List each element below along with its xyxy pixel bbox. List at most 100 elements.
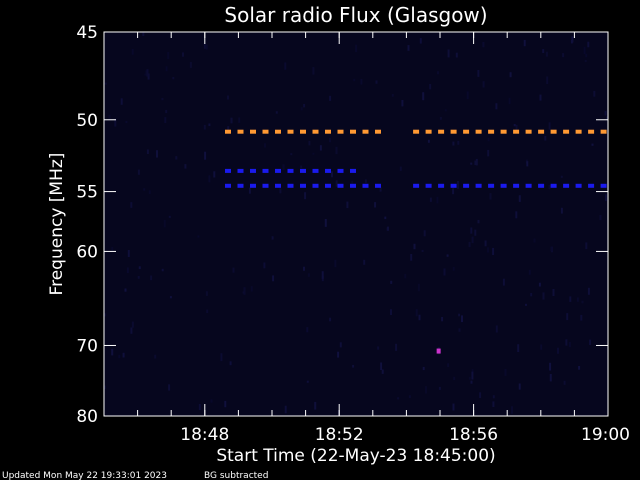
noise-speck bbox=[576, 297, 579, 302]
noise-speck bbox=[401, 100, 404, 107]
noise-speck bbox=[284, 405, 287, 414]
noise-speck bbox=[425, 386, 427, 394]
y-tick-label: 60 bbox=[76, 242, 98, 262]
noise-speck bbox=[227, 126, 230, 133]
noise-speck bbox=[198, 404, 201, 411]
feature-dash bbox=[375, 129, 381, 134]
noise-speck bbox=[413, 243, 416, 250]
noise-speck bbox=[492, 401, 495, 407]
noise-speck bbox=[125, 121, 128, 124]
feature-dash bbox=[513, 129, 520, 134]
noise-speck bbox=[130, 202, 133, 208]
noise-speck bbox=[145, 70, 148, 76]
y-axis: 45 50 55 60 70 80 bbox=[76, 23, 608, 427]
noise-speck bbox=[126, 267, 129, 273]
feature-dash bbox=[287, 168, 294, 173]
noise-speck bbox=[189, 62, 192, 68]
feature-dash bbox=[275, 168, 281, 173]
noise-speck bbox=[229, 361, 232, 366]
noise-speck bbox=[471, 369, 474, 373]
feature-dash bbox=[250, 183, 256, 188]
noise-speck bbox=[466, 91, 469, 100]
noise-speck bbox=[232, 267, 235, 273]
noise-speck bbox=[562, 53, 565, 58]
noise-speck bbox=[544, 135, 547, 141]
feature-dash bbox=[287, 183, 294, 188]
noise-speck bbox=[584, 59, 587, 63]
noise-speck bbox=[390, 309, 392, 315]
feature-dash bbox=[300, 168, 306, 173]
noise-speck bbox=[468, 241, 471, 248]
feature-dash bbox=[300, 129, 306, 134]
feature-dash bbox=[488, 129, 495, 134]
noise-speck bbox=[120, 98, 123, 105]
noise-speck bbox=[437, 71, 439, 75]
noise-speck bbox=[470, 227, 473, 234]
noise-speck bbox=[542, 292, 545, 300]
noise-speck bbox=[290, 153, 293, 156]
noise-speck bbox=[329, 317, 332, 322]
noise-speck bbox=[114, 118, 117, 127]
noise-speck bbox=[250, 286, 253, 292]
noise-speck bbox=[230, 117, 233, 124]
feature-dash bbox=[300, 183, 306, 188]
feature-dash bbox=[475, 183, 482, 188]
noise-speck bbox=[156, 150, 158, 158]
noise-speck bbox=[334, 259, 337, 268]
noise-speck bbox=[303, 104, 306, 108]
noise-speck bbox=[423, 230, 426, 237]
noise-speck bbox=[154, 354, 157, 359]
feature-dash bbox=[225, 129, 231, 134]
noise-speck bbox=[422, 92, 425, 101]
noise-speck bbox=[148, 190, 151, 194]
noise-speck bbox=[548, 122, 551, 130]
y-tick-label: 80 bbox=[76, 407, 98, 427]
noise-speck bbox=[165, 109, 168, 114]
noise-speck bbox=[439, 117, 442, 120]
feature-dash bbox=[588, 129, 595, 134]
noise-speck bbox=[346, 201, 349, 209]
noise-speck bbox=[352, 364, 355, 368]
noise-speck bbox=[335, 146, 338, 155]
noise-speck bbox=[374, 202, 377, 208]
feature-dash bbox=[350, 183, 356, 188]
noise-speck bbox=[307, 273, 310, 277]
noise-speck bbox=[407, 45, 410, 51]
feature-dash bbox=[550, 183, 557, 188]
noise-speck bbox=[131, 49, 134, 55]
noise-speck bbox=[479, 392, 482, 398]
noise-speck bbox=[495, 325, 498, 333]
y-tick-label: 70 bbox=[76, 336, 98, 356]
noise-speck bbox=[468, 376, 471, 380]
noise-speck bbox=[306, 380, 309, 383]
feature-dash bbox=[312, 183, 319, 188]
noise-speck bbox=[415, 309, 418, 317]
noise-speck bbox=[182, 52, 184, 57]
noise-speck bbox=[279, 188, 282, 194]
noise-speck bbox=[390, 280, 393, 284]
noise-speck bbox=[487, 247, 489, 253]
noise-speck bbox=[429, 84, 432, 90]
noise-speck bbox=[355, 44, 358, 53]
noise-speck bbox=[111, 348, 114, 356]
noise-speck bbox=[489, 193, 492, 200]
feature-dash bbox=[312, 129, 319, 134]
noise-speck bbox=[458, 328, 461, 332]
noise-speck bbox=[427, 139, 430, 143]
noise-speck bbox=[364, 179, 367, 183]
noise-speck bbox=[167, 52, 170, 59]
noise-speck bbox=[172, 77, 175, 80]
feature-dash bbox=[275, 129, 281, 134]
feature-dash bbox=[350, 129, 356, 134]
noise-speck bbox=[580, 314, 583, 321]
feature-dash bbox=[425, 183, 432, 188]
noise-speck bbox=[471, 371, 474, 380]
noise-speck bbox=[408, 395, 411, 398]
noise-speck bbox=[419, 38, 422, 44]
noise-speck bbox=[461, 315, 463, 323]
noise-speck bbox=[538, 282, 541, 287]
noise-speck bbox=[147, 73, 150, 80]
feature-dash bbox=[425, 129, 432, 134]
noise-speck bbox=[130, 327, 133, 334]
feature-dash bbox=[225, 183, 231, 188]
